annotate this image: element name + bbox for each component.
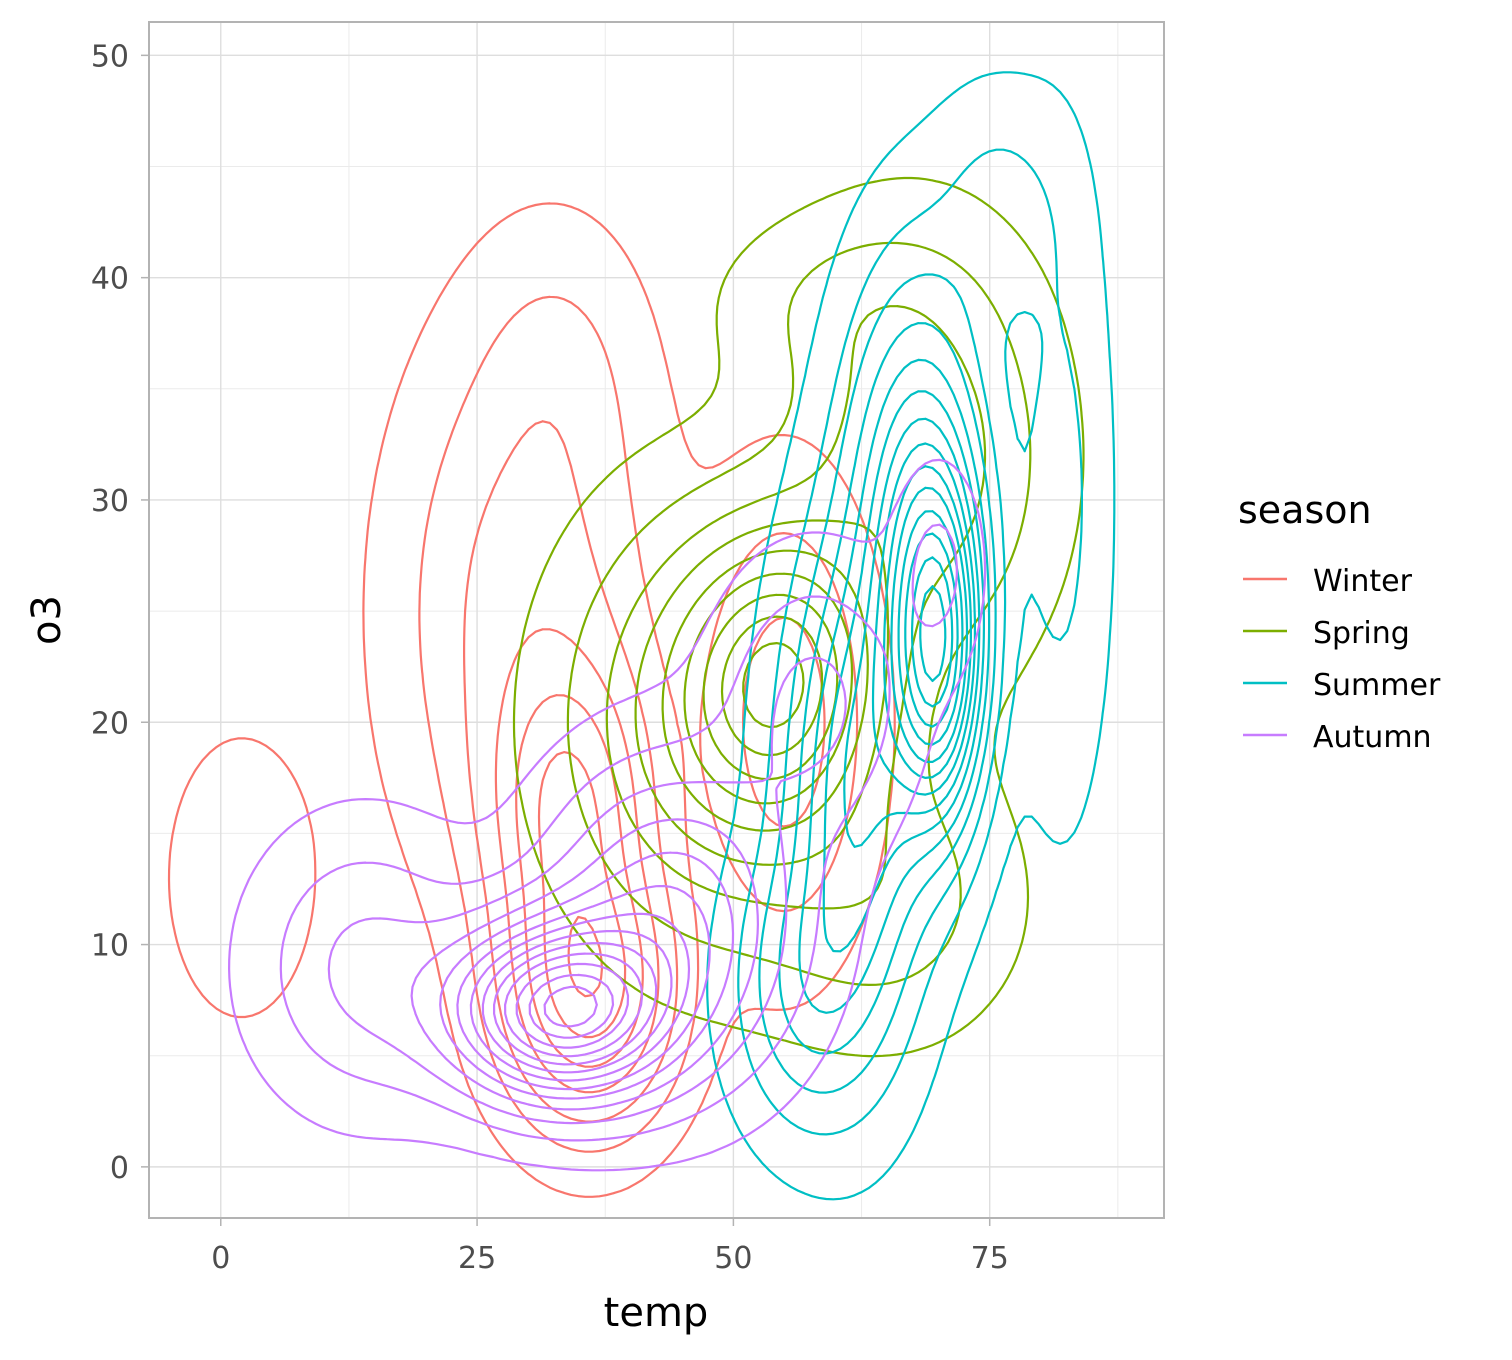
contour-line-spring (661, 549, 869, 832)
contour-line-spring (605, 305, 987, 910)
contour-line-summer (890, 486, 969, 763)
x-tick-label: 75 (971, 1241, 1009, 1276)
contour-line-autumn (439, 851, 735, 1100)
x-tick-label: 50 (714, 1241, 752, 1276)
legend-label-summer: Summer (1313, 668, 1441, 703)
x-tick-label: 25 (458, 1241, 496, 1276)
contour-line-spring (683, 572, 854, 805)
legend-title: season (1238, 488, 1372, 532)
contour-line-winter (515, 694, 644, 1068)
contour-line-autumn (504, 952, 644, 1058)
contour-line-spring (566, 241, 1032, 986)
contour-line-summer (737, 148, 1083, 1136)
y-tick-label: 50 (91, 39, 129, 74)
contour-line-autumn (469, 912, 691, 1082)
y-tick-label: 0 (110, 1151, 129, 1186)
contour-line-autumn (543, 985, 598, 1028)
contour-line-summer (706, 71, 1116, 1201)
contour-line-autumn (228, 458, 987, 1172)
contour-line-summer (919, 585, 947, 682)
contour-line-autumn (327, 656, 847, 1125)
contour-line-spring (702, 593, 839, 781)
y-tick-label: 40 (91, 262, 129, 297)
y-axis-title: o3 (24, 595, 70, 645)
x-axis-ticks: 0 25 50 75 (211, 1218, 1009, 1276)
contour-series-spring (512, 176, 1085, 1058)
legend-label-autumn: Autumn (1313, 720, 1432, 755)
contour-line-winter (494, 628, 660, 1094)
contour-line-autumn (528, 973, 615, 1039)
density-contours (167, 71, 1116, 1201)
contour-line-summer (798, 358, 991, 1014)
legend: season Winter Spring Summer Autumn (1238, 488, 1441, 755)
contour-line-summer (911, 556, 954, 708)
y-tick-label: 30 (91, 484, 129, 519)
contour-line-autumn (493, 942, 658, 1066)
legend-label-spring: Spring (1313, 616, 1410, 651)
x-tick-label: 0 (211, 1241, 230, 1276)
y-tick-label: 20 (91, 706, 129, 741)
contour-line-summer (871, 442, 976, 796)
contour-line-summer (778, 322, 997, 1055)
contour-line-autumn (456, 884, 711, 1091)
contour-line-autumn (410, 818, 759, 1111)
panel-border (148, 21, 1165, 1219)
y-axis-ticks: 0 10 20 30 40 50 (91, 39, 149, 1186)
x-axis-title: temp (604, 1290, 709, 1336)
contour-line-autumn (481, 929, 673, 1074)
contour-line-summer (883, 465, 972, 779)
contour-series-summer (706, 71, 1116, 1201)
legend-label-winter: Winter (1313, 564, 1413, 599)
y-tick-label: 10 (91, 929, 129, 964)
contour-line-autumn (515, 962, 630, 1049)
contour-series-autumn (228, 458, 987, 1172)
contour-line-spring (720, 615, 824, 757)
contour-line-summer (843, 417, 981, 848)
contour-line-autumn (279, 523, 958, 1142)
